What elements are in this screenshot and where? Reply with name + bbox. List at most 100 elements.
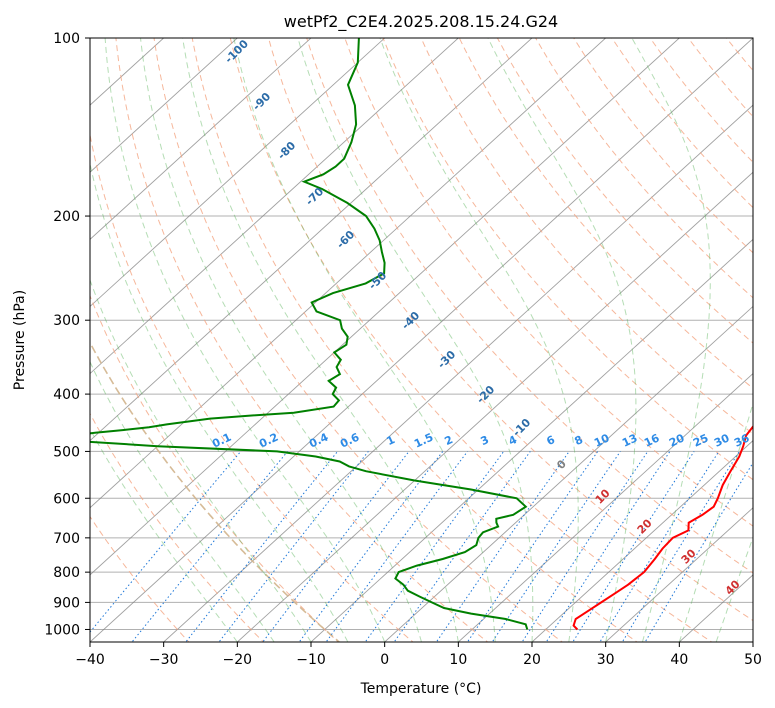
mixing-ratio-lines	[90, 451, 753, 642]
isotherm-label: -40	[399, 309, 422, 332]
mixing-ratio-line	[599, 451, 720, 642]
moist-adiabat	[90, 161, 349, 642]
isotherm-label: -70	[303, 185, 326, 208]
x-tick-label: 20	[523, 652, 541, 668]
moist-adiabat	[90, 278, 312, 642]
dry-adiabat	[90, 515, 190, 642]
isotherm-label: -50	[366, 269, 389, 292]
x-tick-label: 40	[670, 652, 688, 668]
mixing-ratio-label: 13	[620, 431, 639, 449]
dry-adiabat	[90, 294, 339, 642]
dry-adiabat	[191, 38, 638, 642]
plot-frame	[89, 37, 754, 643]
moist-adiabat	[140, 38, 422, 642]
isotherm-line	[531, 440, 753, 642]
isotherm-line	[90, 38, 239, 173]
dry-adiabat	[420, 38, 753, 435]
dry-adiabat	[306, 38, 753, 574]
isotherm-line	[90, 38, 681, 576]
isobar-gridlines	[90, 38, 753, 630]
x-tick-label: −20	[223, 652, 253, 668]
mixing-ratio-line	[572, 451, 695, 642]
mixing-ratio-line	[90, 451, 242, 633]
isotherm-lines	[90, 38, 753, 642]
isotherm-label: -90	[250, 90, 273, 113]
data-series	[90, 38, 753, 631]
moist-adiabat	[631, 38, 711, 642]
isotherm-label: -20	[474, 383, 497, 406]
mixing-ratio-line	[435, 451, 570, 642]
mixing-ratio-label: 6	[545, 433, 558, 448]
dry-adiabat-lines	[90, 25, 775, 645]
mixing-ratio-line	[131, 451, 288, 642]
isotherm-line	[236, 171, 753, 642]
mixing-ratio-label: 16	[642, 431, 662, 449]
mixing-ratio-line	[218, 451, 369, 642]
mixing-ratio-line	[185, 451, 338, 642]
isotherm-label: -100	[222, 37, 251, 66]
mixing-ratio-label: 0.6	[338, 430, 361, 450]
x-tick-label: 10	[449, 652, 467, 668]
y-tick-label: 700	[53, 531, 80, 547]
dry-adiabat	[535, 38, 753, 299]
isotherm-line	[383, 305, 753, 642]
mixing-ratio-label: 10	[592, 431, 612, 449]
mixing-ratio-line	[325, 451, 468, 642]
moist-adiabat	[379, 38, 579, 642]
isotherm-line	[604, 507, 753, 642]
dry-adiabat	[267, 38, 753, 622]
mixing-ratio-line	[491, 451, 621, 642]
isotherm-label: 30	[679, 546, 699, 566]
isotherm-label: 20	[635, 516, 655, 536]
chart-title: wetPf2_C2E4.2025.208.15.24.G24	[284, 12, 558, 32]
moist-adiabat	[233, 38, 496, 642]
moist-adiabat-lines	[90, 38, 753, 642]
y-tick-label: 100	[53, 31, 80, 47]
isotherm-label: -60	[334, 228, 357, 251]
x-tick-label: −40	[75, 652, 105, 668]
mixing-ratio-line	[393, 451, 531, 642]
y-tick-label: 600	[53, 491, 80, 507]
isotherm-line	[90, 38, 165, 106]
isotherm-line	[90, 38, 753, 642]
isotherm-line	[457, 372, 753, 642]
y-tick-label: 200	[53, 209, 80, 225]
isotherm-line	[90, 38, 312, 240]
isotherm-line	[90, 38, 386, 308]
dry-adiabat	[754, 25, 775, 645]
mixing-ratio-label: 30	[712, 431, 732, 449]
mixing-ratio-line	[521, 451, 649, 642]
mixing-ratio-label: 20	[667, 431, 687, 449]
isotherm-line	[162, 104, 753, 642]
mixing-ratio-label: 8	[573, 433, 585, 448]
plot-area: -100-90-80-70-60-50-40-30-20-10010203040…	[90, 25, 775, 645]
dry-adiabat	[90, 132, 414, 642]
dry-adiabat	[344, 38, 753, 527]
x-tick-label: −10	[296, 652, 326, 668]
mixing-ratio-label: 36	[732, 431, 752, 449]
dry-adiabat	[382, 38, 753, 481]
x-tick-label: 0	[380, 652, 389, 668]
dry-adiabat	[496, 38, 753, 344]
y-tick-label: 400	[53, 387, 80, 403]
isotherm-line	[90, 38, 460, 375]
dry-adiabat	[229, 38, 713, 642]
mixing-ratio-line	[545, 451, 671, 642]
moist-adiabat	[182, 38, 459, 642]
mixing-ratio-label: 0.2	[257, 431, 280, 451]
dry-adiabat	[115, 38, 489, 642]
x-axis-label: Temperature (°C)	[360, 681, 482, 697]
mixing-ratio-label: 1	[385, 433, 397, 448]
x-tick-label: 50	[744, 652, 762, 668]
isotherm-line	[90, 38, 607, 509]
x-tick-label: 30	[597, 652, 615, 668]
mixing-ratio-line	[644, 461, 753, 642]
dewpoint-line	[90, 38, 529, 630]
y-tick-label: 800	[53, 565, 80, 581]
moist-adiabat	[90, 428, 238, 642]
moist-adiabat	[715, 536, 753, 642]
moist-adiabat	[90, 360, 275, 642]
x-tick-label: −30	[149, 652, 179, 668]
mixing-ratio-label: 25	[691, 431, 710, 449]
